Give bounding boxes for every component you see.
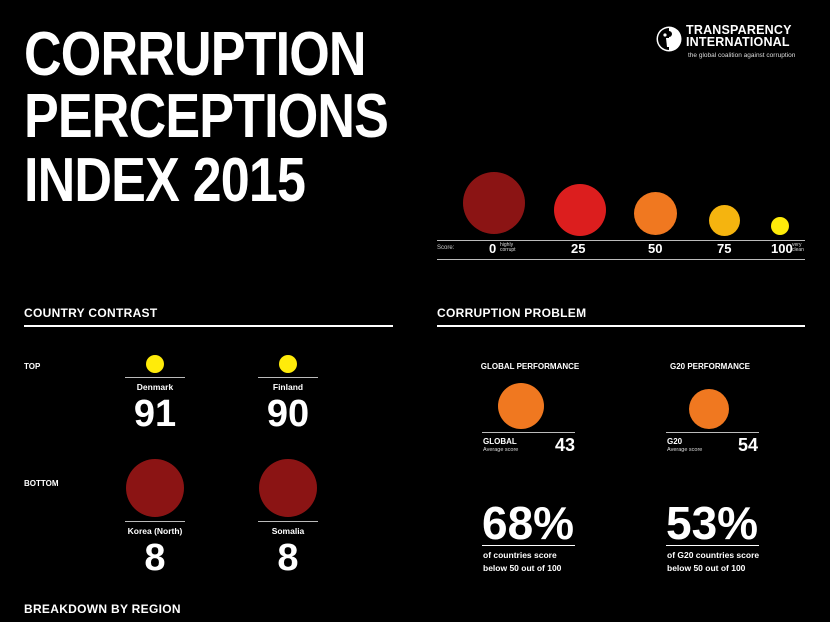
global-performance-heading: GLOBAL PERFORMANCE [480, 362, 580, 371]
scale-value-75: 75 [717, 241, 732, 256]
korea-north-rule [125, 521, 185, 522]
scale-note-100: very clean [792, 242, 804, 253]
g20-performance-heading: G20 PERFORMANCE [669, 362, 750, 371]
denmark-rule [125, 377, 185, 378]
g20-percent-text: of G20 countries score below 50 out of 1… [667, 550, 760, 573]
title-line-2: PERCEPTIONS [24, 82, 389, 151]
g20-percent-rule [666, 545, 759, 546]
somalia-score: 8 [277, 537, 299, 579]
global-average-score: 43 [555, 435, 576, 455]
title-line-1: CORRUPTION [24, 20, 367, 89]
somalia-rule [258, 521, 318, 522]
scale-circle-100 [771, 217, 789, 235]
ti-logo-icon [656, 26, 682, 52]
scale-circle-0 [463, 172, 525, 234]
korea-north-score: 8 [144, 537, 166, 579]
denmark-circle [146, 355, 164, 373]
scale-circle-25 [554, 184, 606, 236]
scale-top-rule [437, 240, 805, 241]
denmark-name: Denmark [136, 382, 174, 392]
logo-tagline: the global coalition against corruption [688, 52, 796, 59]
finland-name: Finland [272, 382, 304, 392]
logo-name: TRANSPARENCY INTERNATIONAL [686, 23, 792, 49]
scale-note-0: highly corrupt [500, 242, 516, 253]
scale-bottom-rule [437, 259, 805, 260]
g20-circle [689, 389, 729, 429]
scale-value-0: 0 [489, 241, 497, 256]
scale-circle-50 [634, 192, 677, 235]
transparency-international-logo: TRANSPARENCY INTERNATIONAL the global co… [656, 24, 806, 64]
scale-circle-75 [709, 205, 740, 236]
g20-sub: Average score [667, 447, 703, 453]
global-circle [498, 383, 544, 429]
title-line-3: INDEX 2015 [24, 146, 306, 215]
g20-average-score: 54 [738, 435, 759, 455]
finland-circle [279, 355, 297, 373]
scale-value-100: 100 [771, 241, 793, 256]
bottom-label: BOTTOM [24, 479, 59, 488]
region-heading: BREAKDOWN BY REGION [24, 602, 181, 616]
denmark-score: 91 [133, 393, 177, 435]
global-key: GLOBAL [483, 437, 517, 446]
scale-score-label: Score: [437, 245, 455, 251]
korea-north-name: Korea (North) [127, 526, 183, 536]
global-percent: 68% [482, 497, 575, 549]
corruption-problem-rule [437, 325, 805, 327]
scale-value-25: 25 [571, 241, 586, 256]
global-percent-text: of countries score below 50 out of 100 [483, 550, 562, 573]
finland-rule [258, 377, 318, 378]
g20-percent: 53% [666, 497, 759, 549]
g20-rule [666, 432, 759, 433]
somalia-circle [259, 459, 317, 517]
top-label: TOP [24, 362, 41, 371]
finland-score: 90 [266, 393, 310, 435]
scale-value-50: 50 [648, 241, 663, 256]
global-rule [482, 432, 575, 433]
global-percent-rule [482, 545, 575, 546]
corruption-problem-heading: CORRUPTION PROBLEM [437, 306, 587, 320]
country-contrast-rule [24, 325, 393, 327]
country-contrast-heading: COUNTRY CONTRAST [24, 306, 158, 320]
somalia-name: Somalia [271, 526, 305, 536]
korea-north-circle [126, 459, 184, 517]
global-sub: Average score [483, 447, 519, 453]
g20-key: G20 [667, 437, 683, 446]
